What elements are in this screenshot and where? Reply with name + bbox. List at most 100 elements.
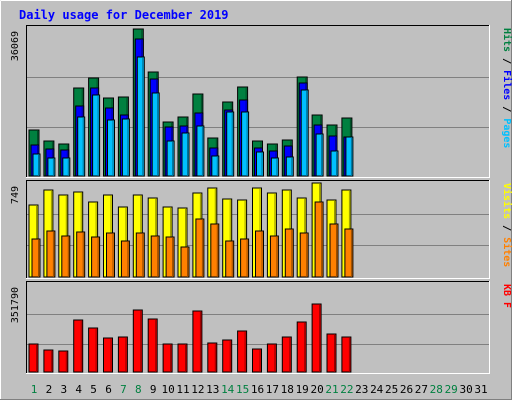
bar-fill (225, 240, 235, 278)
panel-max-label: 36069 (10, 31, 21, 61)
bar-fill (237, 330, 248, 373)
bar-fill (300, 89, 309, 177)
bar-fill (92, 94, 101, 177)
panel-max-label: 351790 (10, 287, 21, 323)
bar-fill (330, 150, 339, 177)
day-label: 9 (150, 383, 157, 396)
legend-entry: / (501, 219, 512, 237)
bar-pages-day-16 (256, 151, 264, 177)
panel-legend: Visits / Sites (501, 183, 512, 267)
bar-kb-f-day-20 (311, 303, 322, 373)
legend-entry: Pages (501, 118, 512, 148)
bar-kb-f-day-1 (28, 343, 39, 373)
bar-kb-f-day-6 (103, 337, 113, 373)
day-label: 24 (370, 383, 384, 396)
bar-sites-day-15 (240, 238, 250, 278)
bar-sites-day-5 (91, 236, 101, 278)
bar-fill (46, 230, 56, 278)
day-label: 21 (325, 383, 338, 396)
bar-pages-day-4 (77, 116, 86, 177)
bar-kb-f-day-16 (252, 348, 262, 373)
bar-fill (326, 333, 337, 373)
legend-entry: Files (501, 70, 512, 100)
bar-fill (150, 235, 160, 278)
bar-fill (162, 343, 173, 373)
bar-sites-day-11 (180, 246, 190, 278)
bar-fill (106, 232, 115, 278)
bar-kb-f-day-22 (341, 336, 352, 373)
bar-fill (345, 136, 354, 177)
bar-sites-day-9 (150, 235, 160, 278)
bar-sites-day-17 (269, 235, 279, 278)
bar-sites-day-4 (76, 231, 86, 278)
legend-entry: Hits (501, 28, 512, 52)
bar-fill (166, 140, 175, 177)
bar-kb-f-day-10 (162, 343, 173, 373)
bar-fill (284, 228, 294, 278)
day-label: 17 (266, 383, 279, 396)
day-label: 20 (310, 383, 323, 396)
bar-sites-day-7 (120, 240, 130, 278)
day-label: 31 (474, 383, 487, 396)
legend-entry: / (501, 100, 512, 118)
bar-kb-f-day-5 (88, 327, 99, 373)
bar-pages-day-13 (211, 155, 220, 177)
panel-kbytes: 351790 KB F (10, 281, 512, 374)
bar-kb-f-day-7 (117, 336, 128, 373)
day-label: 7 (120, 383, 127, 396)
bar-fill (269, 235, 279, 278)
bar-fill (77, 116, 86, 177)
bar-fill (132, 309, 143, 373)
bar-fill (311, 303, 322, 373)
bar-pages-day-19 (300, 89, 309, 177)
day-label: 10 (161, 383, 174, 396)
day-label: 3 (60, 383, 67, 396)
day-label: 12 (191, 383, 204, 396)
bar-kb-f-day-21 (326, 333, 337, 373)
bar-sites-day-18 (284, 228, 294, 278)
bar-fill (299, 232, 309, 278)
panel-visits: 749 Visits / Sites (10, 180, 512, 279)
bar-pages-day-7 (121, 118, 130, 177)
bar-sites-day-6 (106, 232, 115, 278)
panel-hits: 36069 Hits / Files / Pages (10, 25, 512, 178)
bar-fill (285, 156, 294, 177)
panel-legend: KB F (501, 284, 512, 308)
chart-panels: 36069 Hits / Files / Pages 749 Visits / Sit… (10, 25, 512, 374)
bar-kb-f-day-12 (192, 310, 203, 373)
day-label: 14 (221, 383, 235, 396)
bar-pages-day-18 (285, 156, 294, 177)
bar-pages-day-20 (315, 133, 324, 177)
bar-sites-day-1 (31, 238, 41, 278)
bar-pages-day-14 (226, 111, 235, 177)
day-label: 22 (340, 383, 353, 396)
panel-legend: Hits / Files / Pages (501, 28, 512, 148)
bar-sites-day-16 (255, 230, 264, 278)
bar-pages-day-11 (181, 132, 190, 177)
day-label: 18 (281, 383, 294, 396)
bar-fill (226, 111, 235, 177)
bar-fill (91, 236, 101, 278)
day-label: 25 (385, 383, 398, 396)
bar-kb-f-day-14 (222, 339, 233, 373)
bar-fill (281, 336, 292, 373)
bar-sites-day-21 (329, 223, 339, 278)
bar-kb-f-day-15 (237, 330, 248, 373)
day-label: 6 (105, 383, 112, 396)
bar-fill (192, 310, 203, 373)
bar-fill (181, 132, 190, 177)
bar-kb-f-day-4 (73, 319, 84, 373)
bar-kb-f-day-8 (132, 309, 143, 373)
bar-fill (177, 343, 188, 373)
day-label: 1 (31, 383, 38, 396)
bar-pages-day-9 (151, 92, 160, 177)
bar-sites-day-13 (210, 223, 220, 278)
day-label: 26 (400, 383, 413, 396)
day-label: 2 (46, 383, 53, 396)
bar-sites-day-3 (61, 235, 71, 278)
bar-kb-f-day-17 (266, 343, 277, 373)
bar-fill (58, 350, 69, 373)
bar-pages-day-1 (32, 153, 41, 177)
bar-sites-day-20 (314, 201, 324, 278)
